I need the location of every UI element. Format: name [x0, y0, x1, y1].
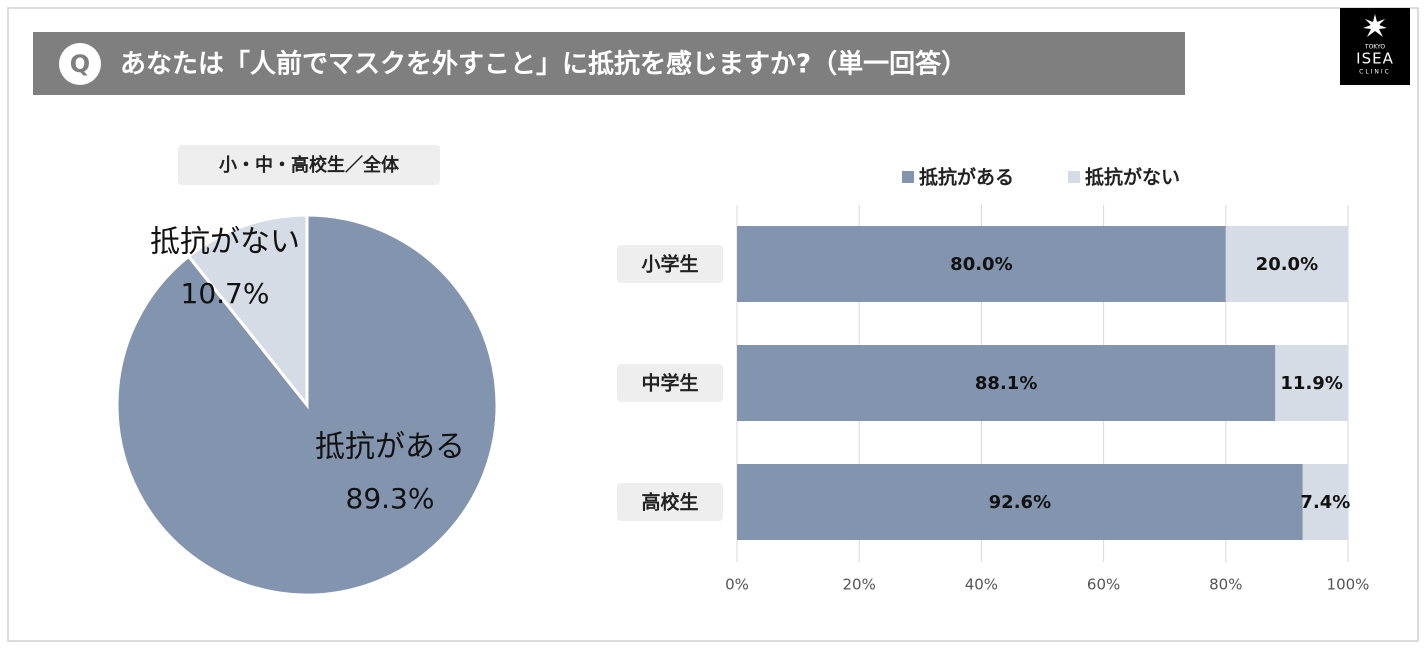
x-tick-label: 60%: [1087, 576, 1120, 594]
logo-mark: [1363, 14, 1387, 37]
pie-title: 小・中・高校生／全体: [219, 154, 400, 176]
bar: [737, 345, 1276, 421]
legend-label: 抵抗がない: [1085, 166, 1180, 189]
bar-value-label: 7.4%: [1300, 492, 1350, 513]
x-tick-label: 40%: [965, 576, 998, 594]
logo-bottom: CLINIC: [1359, 69, 1391, 76]
pie-title-box: [178, 145, 440, 185]
legend-label: 抵抗がある: [919, 166, 1014, 189]
bar-value-label: 11.9%: [1280, 373, 1342, 394]
slice-label: 抵抗がない: [150, 225, 300, 260]
legend-swatch: [1068, 171, 1080, 183]
badge: Q: [70, 50, 90, 78]
y-tick-label: 中学生: [641, 372, 698, 395]
category-box: [617, 364, 723, 402]
bar: [1302, 464, 1348, 540]
category-box: [617, 483, 723, 521]
x-tick-label: 100%: [1327, 576, 1370, 594]
legend-swatch: [902, 171, 914, 183]
y-tick-label: 小学生: [641, 253, 698, 276]
badge-circle: [59, 43, 101, 85]
logo-top: TOKYO: [1364, 44, 1385, 51]
x-tick-label: 0%: [725, 576, 749, 594]
slice-label: 抵抗がある: [315, 430, 465, 465]
category-box: [617, 245, 723, 283]
bar-value-label: 20.0%: [1256, 254, 1318, 275]
logo-name: ISEA: [1356, 50, 1394, 68]
x-tick-label: 80%: [1209, 576, 1242, 594]
y-tick-label: 高校生: [641, 491, 698, 514]
bar: [737, 464, 1303, 540]
bar-value-label: 80.0%: [950, 254, 1012, 275]
bar: [1225, 226, 1348, 302]
header-title: あなたは「人前でマスクを外すこと」に抵抗を感じますか?（単一回答）: [120, 49, 967, 80]
slice-value: 89.3%: [346, 482, 435, 515]
bar: [1275, 345, 1348, 421]
bar: [737, 226, 1226, 302]
bar-value-label: 92.6%: [989, 492, 1051, 513]
header-bar: [33, 32, 1185, 95]
x-tick-label: 20%: [843, 576, 876, 594]
pie-slice: [186, 213, 309, 410]
bar-value-label: 88.1%: [975, 373, 1037, 394]
slice-value: 10.7%: [181, 277, 270, 310]
